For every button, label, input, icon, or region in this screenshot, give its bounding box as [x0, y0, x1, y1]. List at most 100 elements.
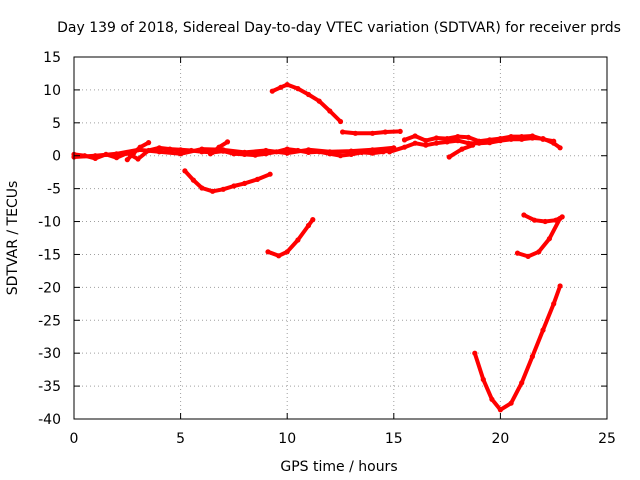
x-tick-label: 10 [278, 431, 296, 447]
x-tick-label: 0 [70, 431, 79, 447]
data-point [551, 138, 557, 144]
data-point [278, 84, 284, 90]
y-axis-label: SDTVAR / TECUs [5, 181, 21, 296]
series-plateau [340, 128, 403, 136]
x-tick-label: 5 [176, 431, 185, 447]
data-point [316, 98, 322, 104]
data-point [231, 183, 237, 189]
data-point [476, 138, 482, 144]
data-point [265, 249, 271, 255]
data-point [92, 153, 98, 159]
series-dip-early [182, 168, 273, 194]
data-point [382, 129, 388, 135]
y-tick-label: -30 [38, 346, 61, 362]
data-point [557, 283, 563, 289]
x-tick-label: 15 [385, 431, 403, 447]
tick-layer: 0 5 10 15 20 25 15 10 5 0 -5 -10 -15 -20 -25 -30 -35 -40 [38, 50, 616, 447]
data-point [386, 149, 393, 155]
x-tick-label: 25 [598, 431, 616, 447]
series-dip-mid [265, 217, 316, 259]
data-point [412, 133, 418, 139]
data-point [557, 145, 563, 151]
series-line [72, 145, 396, 159]
data-point [305, 222, 312, 229]
data-point [131, 150, 137, 156]
data-point [305, 147, 312, 153]
data-point [216, 144, 222, 150]
data-point [529, 133, 536, 139]
y-tick-label: -5 [47, 182, 61, 198]
data-point [521, 212, 527, 218]
data-point [224, 139, 231, 145]
data-point [536, 249, 542, 255]
grid-layer [74, 57, 607, 419]
data-point [551, 301, 557, 307]
data-point [254, 176, 260, 182]
data-point [423, 138, 429, 144]
data-point [310, 217, 316, 223]
data-point [525, 253, 531, 259]
data-point [401, 137, 408, 143]
data-point [190, 177, 196, 183]
data-point [263, 147, 269, 154]
data-point [553, 217, 559, 223]
data-point [295, 237, 301, 243]
data-point [156, 145, 162, 151]
data-point [444, 136, 450, 142]
data-point [295, 86, 301, 92]
y-tick-label: -10 [38, 215, 61, 231]
y-tick-label: 10 [43, 83, 61, 99]
data-point [337, 153, 344, 159]
data-point [340, 129, 346, 135]
series-late-rise-b [401, 133, 557, 144]
data-point [146, 140, 152, 146]
data-point [337, 118, 344, 125]
data-point [433, 135, 439, 141]
data-point [497, 136, 503, 142]
data-point [207, 151, 213, 157]
series-line [472, 284, 563, 412]
data-point [199, 185, 205, 191]
data-point [423, 142, 429, 148]
data-point [284, 150, 290, 156]
y-tick-label: -40 [38, 412, 61, 428]
data-point [489, 396, 495, 402]
data-point [508, 134, 514, 140]
x-tick-label: 20 [491, 431, 509, 447]
data-point [540, 136, 546, 142]
data-point [542, 218, 548, 225]
y-tick-label: -35 [38, 379, 61, 395]
y-tick-label: 5 [52, 116, 61, 132]
y-tick-label: -25 [38, 313, 61, 329]
plot-frame [73, 56, 608, 420]
data-point [446, 154, 452, 160]
data-point [124, 157, 130, 163]
y-tick-label: -20 [38, 280, 61, 296]
data-point [135, 156, 141, 162]
data-point [284, 146, 290, 152]
chart-title: Day 139 of 2018, Sidereal Day-to-day VTE… [57, 20, 621, 36]
series-baseline-b [71, 145, 397, 160]
series-deep-dip [472, 283, 563, 413]
data-point [508, 400, 514, 406]
data-point [465, 134, 471, 140]
data-point [252, 152, 258, 158]
data-point [269, 88, 275, 94]
series-late-dip-b [521, 212, 565, 225]
series-late-small [446, 142, 476, 160]
series-arc-3 [124, 140, 152, 163]
data-point [220, 186, 226, 192]
y-tick-label: 0 [52, 149, 61, 165]
data-point [540, 327, 546, 333]
data-point [220, 147, 226, 153]
data-point [531, 217, 538, 223]
data-point [178, 147, 184, 153]
series-arc-high [269, 82, 344, 125]
data-point [178, 151, 184, 157]
data-point [242, 180, 248, 186]
data-point [210, 188, 216, 194]
series-arc-7 [207, 139, 231, 157]
data-point [514, 250, 521, 256]
